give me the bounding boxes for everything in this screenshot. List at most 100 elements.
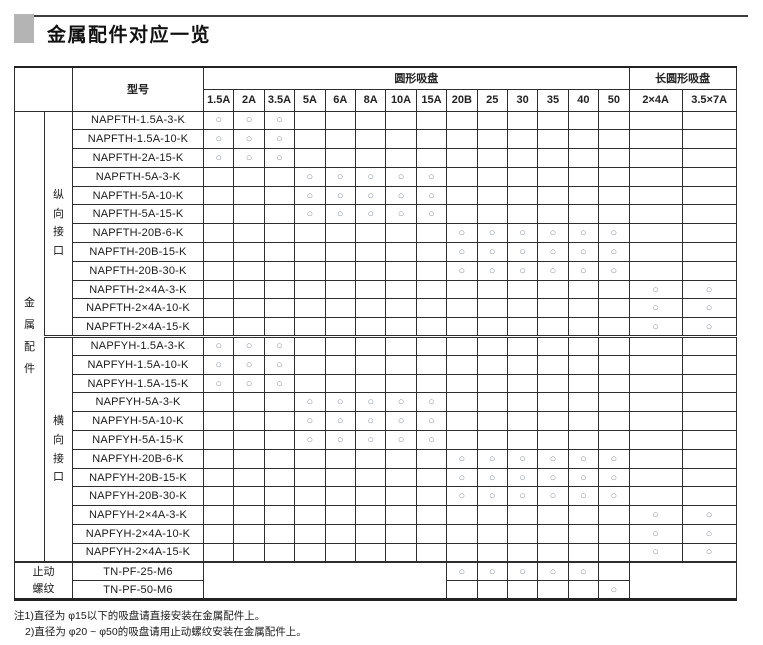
- model-cell: NAPFTH-5A-15-K: [72, 204, 204, 225]
- empty-cell: [324, 373, 356, 394]
- model-cell: NAPFYH-5A-3-K: [72, 392, 204, 413]
- mark-cell: ○: [537, 223, 569, 244]
- empty-cell: [233, 260, 265, 281]
- empty-cell: [567, 185, 600, 206]
- empty-cell: [233, 524, 265, 544]
- model-cell: NAPFYH-1.5A-3-K: [72, 335, 204, 356]
- empty-cell: [628, 110, 683, 131]
- empty-cell: [233, 317, 265, 338]
- empty-cell: [628, 373, 683, 394]
- empty-cell: [628, 354, 683, 375]
- empty-cell: [294, 467, 326, 488]
- empty-cell: [446, 148, 478, 168]
- table-row: NAPFTH-20B-6-K ○ ○ ○ ○ ○ ○: [15, 223, 737, 244]
- column-header: 10A: [385, 88, 417, 112]
- empty-cell: [598, 373, 630, 394]
- mark-cell: ○: [415, 411, 448, 432]
- table-row: NAPFTH-2×4A-3-K ○ ○: [15, 279, 737, 300]
- empty-cell: [598, 166, 630, 187]
- mark-cell: ○: [354, 392, 387, 413]
- empty-cell: [354, 223, 387, 244]
- empty-cell: [446, 354, 478, 375]
- empty-cell: [354, 505, 387, 526]
- empty-cell: [537, 373, 569, 394]
- empty-cell: [506, 204, 539, 225]
- table-row: NAPFYH-20B-30-K ○ ○ ○ ○ ○ ○: [15, 486, 737, 507]
- empty-cell: [476, 505, 508, 526]
- empty-cell: [294, 298, 326, 319]
- mark-cell: ○: [446, 561, 478, 582]
- model-cell: NAPFYH-1.5A-10-K: [72, 354, 204, 375]
- mark-cell: ○: [506, 223, 539, 244]
- empty-cell: [324, 223, 356, 244]
- empty-cell: [263, 279, 296, 300]
- empty-cell: [202, 392, 235, 413]
- mark-cell: ○: [294, 185, 326, 206]
- empty-cell: [506, 392, 539, 413]
- empty-cell: [476, 392, 508, 413]
- mark-cell: ○: [567, 561, 600, 582]
- mark-cell: ○: [354, 185, 387, 206]
- mark-cell: ○: [476, 448, 508, 469]
- empty-cell: [506, 317, 539, 338]
- empty-cell: [567, 505, 600, 526]
- empty-cell: [506, 580, 539, 601]
- table-row: NAPFYH-5A-15-K ○ ○ ○ ○ ○: [15, 430, 737, 450]
- empty-cell: [202, 467, 235, 488]
- empty-cell: [415, 354, 448, 375]
- column-header: 15A: [415, 88, 448, 112]
- empty-cell: [628, 204, 683, 225]
- empty-cell: [476, 204, 508, 225]
- column-header: 40: [567, 88, 600, 112]
- header-corner-blank: [14, 66, 73, 112]
- empty-cell: [294, 110, 326, 131]
- empty-cell: [202, 279, 235, 300]
- empty-cell: [446, 542, 478, 563]
- model-cell: NAPFYH-20B-30-K: [72, 486, 204, 507]
- mark-cell: ○: [294, 430, 326, 450]
- mark-cell: ○: [567, 467, 600, 488]
- empty-cell: [202, 430, 235, 450]
- empty-cell: [354, 260, 387, 281]
- empty-cell: [506, 298, 539, 319]
- mark-cell: ○: [506, 486, 539, 507]
- empty-cell: [446, 279, 478, 300]
- column-header: 5A: [294, 88, 326, 112]
- oval-cup-group-header: 长圆形吸盘: [628, 66, 737, 90]
- column-header: 50: [598, 88, 630, 112]
- mark-cell: ○: [506, 448, 539, 469]
- mark-cell: ○: [385, 430, 417, 450]
- mark-cell: ○: [294, 204, 326, 225]
- empty-cell: [233, 298, 265, 319]
- empty-cell: [385, 129, 417, 150]
- empty-cell: [598, 430, 630, 450]
- footnotes: 注1)直径为 φ15以下的吸盘请直接安装在金属配件上。 2)直径为 φ20 ~ …: [14, 609, 763, 641]
- empty-cell: [537, 505, 569, 526]
- mark-cell: ○: [446, 260, 478, 281]
- empty-cell: [233, 467, 265, 488]
- empty-cell: [628, 486, 683, 507]
- empty-cell: [202, 223, 235, 244]
- mark-cell: ○: [415, 166, 448, 187]
- empty-cell: [446, 335, 478, 356]
- mark-cell: ○: [324, 430, 356, 450]
- empty-cell: [202, 448, 235, 469]
- empty-cell: [415, 467, 448, 488]
- empty-cell: [354, 279, 387, 300]
- empty-cell: [446, 505, 478, 526]
- empty-cell: [628, 148, 683, 168]
- model-cell: NAPFTH-20B-6-K: [72, 223, 204, 244]
- table-row: NAPFTH-5A-15-K ○ ○ ○ ○ ○: [15, 204, 737, 225]
- empty-cell: [598, 392, 630, 413]
- empty-cell: [354, 524, 387, 544]
- mark-cell: ○: [263, 354, 296, 375]
- empty-cell: [567, 335, 600, 356]
- mark-cell: ○: [202, 354, 235, 375]
- mark-cell: ○: [537, 467, 569, 488]
- empty-cell: [628, 392, 683, 413]
- empty-cell: [415, 242, 448, 262]
- empty-cell: [598, 298, 630, 319]
- empty-cell: [233, 242, 265, 262]
- mark-cell: ○: [567, 223, 600, 244]
